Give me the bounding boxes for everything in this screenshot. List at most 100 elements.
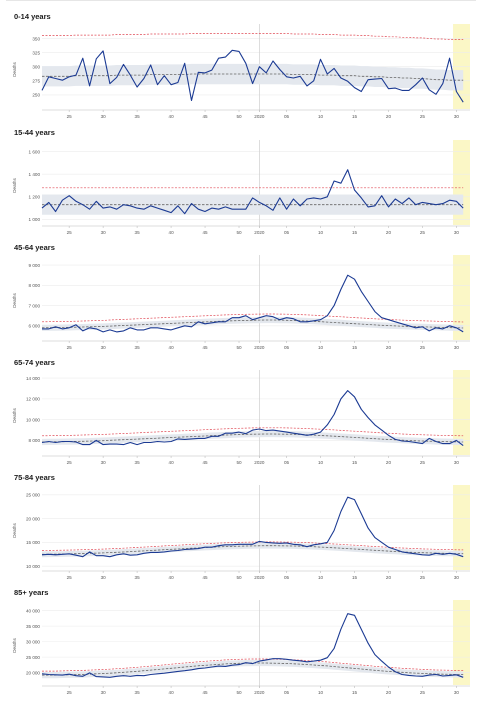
highlight-region bbox=[453, 600, 470, 685]
band-area bbox=[42, 63, 464, 91]
y-tick-label: 12 000 bbox=[26, 397, 40, 402]
x-tick-label: 05 bbox=[284, 575, 290, 580]
chart-panel: 85+ years 20 000 25 000 30 000 35 000 40 000 D… bbox=[0, 588, 477, 700]
x-tick-label: 30 bbox=[101, 230, 107, 235]
x-tick-label: 25 bbox=[420, 114, 426, 119]
chart-title: 65-74 years bbox=[14, 358, 55, 367]
threshold-line bbox=[42, 658, 464, 672]
observed-line bbox=[41, 496, 464, 558]
x-tick-label: 25 bbox=[67, 690, 73, 695]
chart-title: 75-84 years bbox=[14, 473, 55, 482]
y-axis-label: Deaths bbox=[12, 523, 17, 538]
y-tick-label: 6 000 bbox=[29, 324, 41, 329]
x-tick-label: 15 bbox=[352, 345, 358, 350]
chart-panel: 45-64 years 6 000 7 000 8 000 9 000 Deaths 25 3… bbox=[0, 243, 477, 355]
threshold-line bbox=[41, 313, 464, 323]
y-tick-label: 20 000 bbox=[26, 516, 40, 521]
y-tick-label: 275 bbox=[32, 79, 40, 84]
y-tick-label: 8 000 bbox=[29, 283, 41, 288]
chart-title: 85+ years bbox=[14, 588, 49, 597]
chart-title: 45-64 years bbox=[14, 243, 55, 252]
observed-line bbox=[41, 169, 464, 215]
x-tick-label: 30 bbox=[454, 114, 460, 119]
x-tick-label: 30 bbox=[101, 114, 107, 119]
chart-plot: 1 000 1 200 1 400 1 600 Deaths 25 30 35 40 45 50 20… bbox=[12, 140, 470, 235]
y-tick-label: 300 bbox=[32, 64, 40, 69]
threshold-line bbox=[42, 33, 464, 40]
x-tick-label: 30 bbox=[454, 230, 460, 235]
baseline-line bbox=[41, 433, 464, 443]
x-tick-label: 15 bbox=[352, 114, 358, 119]
x-tick-label: 05 bbox=[284, 345, 290, 350]
x-tick-label: 05 bbox=[284, 690, 290, 695]
x-tick-label: 10 bbox=[318, 345, 324, 350]
x-tick-label: 35 bbox=[135, 460, 141, 465]
observed-line bbox=[41, 613, 464, 678]
baseline-line bbox=[41, 319, 464, 329]
x-tick-label: 05 bbox=[284, 230, 290, 235]
x-tick-label: 35 bbox=[135, 230, 141, 235]
x-tick-label: 25 bbox=[420, 575, 426, 580]
x-tick-label: 30 bbox=[454, 345, 460, 350]
x-tick-label: 25 bbox=[420, 460, 426, 465]
observed-line bbox=[41, 49, 464, 103]
y-tick-label: 40 000 bbox=[26, 608, 40, 613]
highlight-region bbox=[453, 370, 470, 455]
y-tick-label: 1 400 bbox=[29, 172, 41, 177]
x-tick-label: 05 bbox=[284, 114, 290, 119]
x-tick-label: 10 bbox=[318, 575, 324, 580]
y-axis-label: Deaths bbox=[12, 293, 17, 308]
x-tick-label: 50 bbox=[236, 460, 242, 465]
x-tick-label: 35 bbox=[135, 345, 141, 350]
x-tick-label: 15 bbox=[352, 460, 358, 465]
x-tick-label: 30 bbox=[101, 345, 107, 350]
y-axis-label: Deaths bbox=[12, 178, 17, 193]
x-tick-label: 10 bbox=[318, 690, 324, 695]
x-tick-label: 40 bbox=[169, 230, 175, 235]
x-tick-label: 20 bbox=[386, 575, 392, 580]
x-tick-label: 2020 bbox=[254, 230, 265, 235]
chart-plot: 10 000 15 000 20 000 25 000 Deaths 25 30 35 40 45… bbox=[12, 485, 470, 580]
threshold-line bbox=[41, 541, 464, 551]
x-tick-label: 25 bbox=[420, 230, 426, 235]
x-tick-label: 30 bbox=[101, 690, 107, 695]
chart-title: 15-44 years bbox=[14, 128, 55, 137]
x-tick-label: 30 bbox=[454, 575, 460, 580]
x-tick-label: 10 bbox=[318, 230, 324, 235]
band-area bbox=[42, 194, 464, 215]
x-tick-label: 15 bbox=[352, 575, 358, 580]
x-tick-label: 35 bbox=[135, 575, 141, 580]
x-tick-label: 15 bbox=[352, 690, 358, 695]
x-tick-label: 20 bbox=[386, 345, 392, 350]
y-tick-label: 9 000 bbox=[29, 263, 41, 268]
observed-line bbox=[42, 274, 464, 333]
x-tick-label: 20 bbox=[386, 460, 392, 465]
x-tick-label: 40 bbox=[169, 345, 175, 350]
x-tick-label: 50 bbox=[236, 575, 242, 580]
x-tick-label: 50 bbox=[236, 230, 242, 235]
x-tick-label: 25 bbox=[67, 575, 73, 580]
y-tick-label: 25 000 bbox=[26, 493, 40, 498]
chart-panel: 15-44 years 1 000 1 200 1 400 1 600 Deaths 25 3… bbox=[0, 128, 477, 240]
x-tick-label: 25 bbox=[67, 114, 73, 119]
chart-panel: 65-74 years 8 000 10 000 12 000 14 000 Deaths… bbox=[0, 358, 477, 470]
y-tick-label: 10 000 bbox=[26, 564, 40, 569]
x-tick-label: 45 bbox=[202, 345, 208, 350]
y-tick-label: 20 000 bbox=[26, 670, 40, 675]
chart-panel: 0-14 years 250 275 300 325 350 Deaths 25 30 35 40 4… bbox=[0, 12, 477, 124]
x-tick-label: 05 bbox=[284, 460, 290, 465]
top-divider bbox=[6, 0, 476, 1]
x-tick-label: 50 bbox=[236, 345, 242, 350]
x-tick-label: 35 bbox=[135, 690, 141, 695]
x-tick-label: 25 bbox=[67, 460, 73, 465]
x-tick-label: 45 bbox=[202, 230, 208, 235]
y-tick-label: 30 000 bbox=[26, 639, 40, 644]
highlight-region bbox=[453, 485, 470, 570]
x-tick-label: 2020 bbox=[254, 345, 265, 350]
threshold-line bbox=[41, 427, 464, 437]
chart-panel: 75-84 years 10 000 15 000 20 000 25 000 Death… bbox=[0, 473, 477, 585]
x-tick-label: 25 bbox=[420, 690, 426, 695]
y-tick-label: 15 000 bbox=[26, 540, 40, 545]
y-tick-label: 1 000 bbox=[29, 217, 41, 222]
x-tick-label: 10 bbox=[318, 114, 324, 119]
